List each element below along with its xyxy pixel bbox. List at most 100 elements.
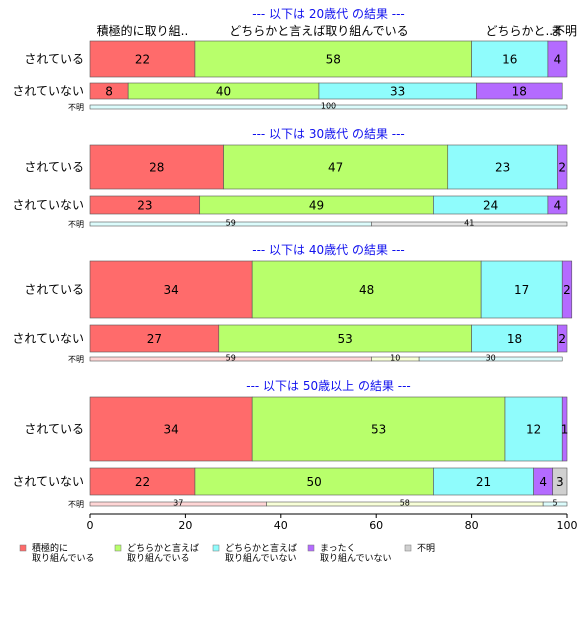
bar-segment <box>89 467 196 496</box>
row-label: 不明 <box>68 220 84 229</box>
legend-swatch <box>212 544 220 552</box>
value-label: 59 <box>226 354 236 363</box>
panel-title-0: --- 以下は 20歳代 の結果 --- <box>252 7 405 21</box>
value-label: 27 <box>147 332 162 346</box>
value-label: 53 <box>371 423 386 437</box>
legend-label: 取り組んでいる <box>32 552 95 564</box>
value-label: 24 <box>483 199 498 213</box>
row-label: されている <box>24 422 84 436</box>
bar-segment <box>480 260 563 319</box>
header-label-4: 不明 <box>553 24 577 38</box>
row-label: 不明 <box>68 500 84 509</box>
bar-segment <box>89 104 568 110</box>
bar-segment <box>557 324 568 353</box>
bar-segment <box>552 467 568 496</box>
x-tick-label: 100 <box>557 519 578 532</box>
legend-label: 積極的に <box>32 542 68 554</box>
value-label: 17 <box>514 283 529 297</box>
value-label: 23 <box>495 161 510 175</box>
value-label: 4 <box>554 53 562 67</box>
bar-segment <box>557 144 568 190</box>
legend-swatch <box>404 544 412 552</box>
value-label: 2 <box>558 161 566 175</box>
row-label: されている <box>24 160 84 174</box>
value-label: 40 <box>216 85 231 99</box>
legend-label: 不明 <box>417 543 435 554</box>
bar-segment <box>471 324 558 353</box>
row-label: されていない <box>12 198 84 212</box>
panel-title-3: --- 以下は 50歳以上 の結果 --- <box>246 379 411 393</box>
bar-segment <box>194 467 434 496</box>
row-label: されていない <box>12 84 84 98</box>
value-label: 34 <box>163 423 178 437</box>
panel-title-1: --- 以下は 30歳代 の結果 --- <box>252 127 405 141</box>
value-label: 49 <box>309 199 324 213</box>
row-label: されている <box>24 52 84 66</box>
bar-segment <box>223 144 449 190</box>
value-label: 22 <box>135 53 150 67</box>
value-label: 30 <box>486 354 496 363</box>
bar-segment <box>476 82 563 100</box>
bar-segment <box>547 40 568 78</box>
value-label: 33 <box>390 85 405 99</box>
value-label: 53 <box>338 332 353 346</box>
bar-segment <box>218 324 472 353</box>
value-label: 3 <box>556 475 564 489</box>
row-label: されていない <box>12 475 84 489</box>
bar-segment <box>251 396 506 462</box>
value-label: 48 <box>359 283 374 297</box>
panel-title-2: --- 以下は 40歳代 の結果 --- <box>252 243 405 257</box>
x-tick-label: 80 <box>465 519 479 532</box>
value-label: 22 <box>135 475 150 489</box>
value-label: 2 <box>563 283 571 297</box>
legend-label: どちらかと言えば <box>225 542 297 554</box>
value-label: 5 <box>553 499 558 508</box>
x-tick-label: 0 <box>87 519 94 532</box>
legend-swatch <box>19 544 27 552</box>
value-label: 47 <box>328 161 343 175</box>
value-label: 1 <box>561 423 569 437</box>
value-label: 12 <box>526 423 541 437</box>
value-label: 8 <box>105 85 113 99</box>
value-label: 58 <box>326 53 341 67</box>
value-label: 16 <box>502 53 517 67</box>
bar-segment <box>89 144 224 190</box>
header-label-1: どちらかと言えば取り組んでいる <box>229 24 408 38</box>
value-label: 4 <box>539 475 547 489</box>
bar-segment <box>194 40 472 78</box>
value-label: 4 <box>554 199 562 213</box>
x-tick-label: 60 <box>369 519 383 532</box>
bar-segment <box>251 260 482 319</box>
bar-segment <box>542 501 568 507</box>
value-label: 23 <box>137 199 152 213</box>
bar-segment <box>561 396 568 462</box>
value-label: 21 <box>476 475 491 489</box>
row-label: 不明 <box>68 355 84 364</box>
bar-segment <box>561 260 573 319</box>
value-label: 18 <box>512 85 527 99</box>
bar-segment <box>89 324 220 353</box>
x-tick-label: 20 <box>178 519 192 532</box>
bar-segment <box>418 356 563 362</box>
value-label: 37 <box>173 499 183 508</box>
value-label: 59 <box>226 219 236 228</box>
bar-segment <box>447 144 558 190</box>
bar-segment <box>547 195 568 215</box>
bar-segment <box>89 260 253 319</box>
legend-swatch <box>114 544 122 552</box>
value-label: 2 <box>558 332 566 346</box>
legend-label: どちらかと言えば <box>127 542 199 554</box>
value-label: 34 <box>163 283 178 297</box>
legend-label: まったく <box>320 543 356 554</box>
header-label-3: ま <box>550 24 562 38</box>
value-label: 18 <box>507 332 522 346</box>
legend-label: 取り組んでいる <box>127 552 190 564</box>
legend-label: 取り組んでいない <box>225 552 297 564</box>
value-label: 10 <box>390 354 400 363</box>
value-label: 50 <box>307 475 322 489</box>
bar-segment <box>504 396 563 462</box>
row-label: 不明 <box>68 103 84 112</box>
value-label: 100 <box>321 102 336 111</box>
